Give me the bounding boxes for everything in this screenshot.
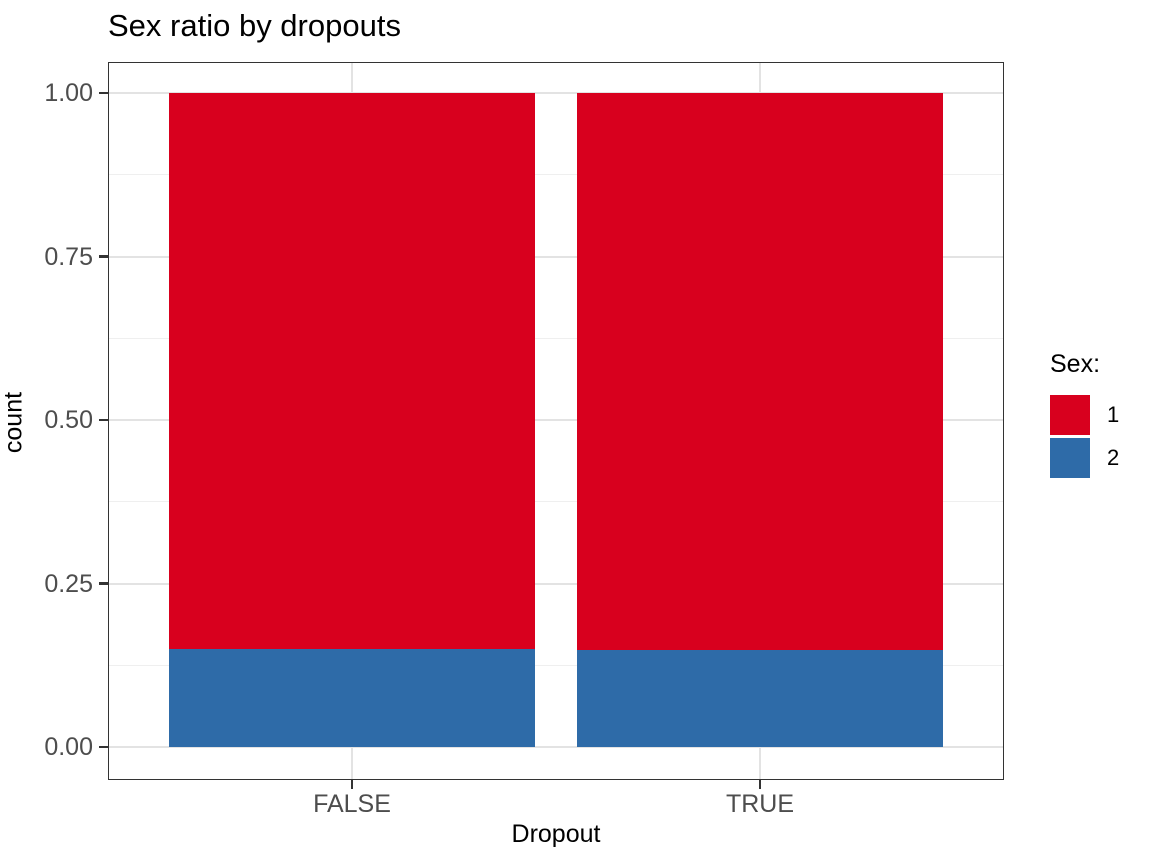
legend-key-swatch xyxy=(1050,438,1090,478)
x-tick-label: FALSE xyxy=(313,790,391,818)
bar-segment-false-sex1 xyxy=(168,93,536,649)
legend-title: Sex: xyxy=(1050,350,1101,378)
x-axis-title: Dropout xyxy=(511,820,601,848)
y-tick-mark xyxy=(99,418,108,422)
y-tick-mark xyxy=(99,745,108,749)
y-tick-label: 0.25 xyxy=(44,569,93,598)
bar-segment-true-sex1 xyxy=(576,93,944,651)
chart-title: Sex ratio by dropouts xyxy=(108,8,401,43)
gridline-major xyxy=(108,92,1004,94)
gridline-minor xyxy=(108,664,1004,666)
legend-item-sex1: 1 xyxy=(1050,395,1150,435)
gridline-minor xyxy=(108,337,1004,339)
y-tick-label: 0.75 xyxy=(44,242,93,271)
gridline-major xyxy=(108,582,1004,585)
x-tick-label: TRUE xyxy=(725,790,795,818)
bar-segment-false-sex2 xyxy=(168,648,536,747)
legend-key-swatch xyxy=(1050,395,1090,435)
bar-segment-true-sex2 xyxy=(576,650,944,747)
y-tick-mark xyxy=(99,582,108,585)
y-tick-mark xyxy=(99,255,108,258)
y-tick-mark xyxy=(99,91,108,95)
gridline-major xyxy=(108,255,1004,258)
plot-panel xyxy=(108,62,1004,780)
x-tick-mark xyxy=(758,780,762,789)
legend-label: 2 xyxy=(1107,445,1120,470)
y-tick-label: 0.00 xyxy=(44,733,93,761)
gridline-minor xyxy=(108,174,1004,176)
y-tick-label: 1.00 xyxy=(44,79,93,107)
gridline-minor xyxy=(108,501,1004,503)
y-axis-title: count xyxy=(0,391,28,454)
y-tick-label: 0.50 xyxy=(44,406,93,434)
legend-label: 1 xyxy=(1107,402,1120,427)
gridline-major xyxy=(108,419,1004,421)
gridline-major xyxy=(108,746,1004,748)
x-tick-mark xyxy=(350,780,354,789)
legend-item-sex2: 2 xyxy=(1050,438,1150,478)
